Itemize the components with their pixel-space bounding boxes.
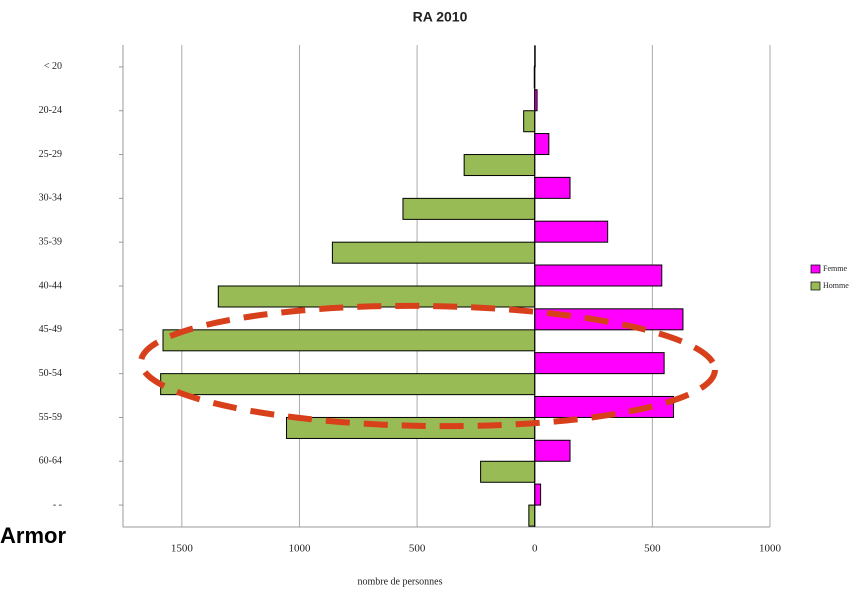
y-tick-label: - - — [53, 499, 62, 510]
bar — [331, 241, 536, 264]
y-tick-label: 55-59 — [39, 412, 62, 423]
y-tick-label: 60-64 — [39, 456, 62, 467]
bar — [534, 439, 571, 462]
bar — [523, 110, 536, 133]
legend-swatch — [810, 264, 821, 274]
legend-label: Homme — [823, 281, 849, 290]
x-tick-label: 0 — [532, 543, 538, 555]
bar — [463, 154, 536, 177]
y-tick-label: 20-24 — [39, 105, 62, 116]
bar — [402, 197, 536, 220]
x-tick-label: 500 — [409, 543, 426, 555]
bar — [534, 264, 663, 287]
bar — [162, 329, 536, 352]
bar — [534, 352, 665, 375]
annotation-ellipse — [138, 302, 718, 430]
y-tick-label: < 20 — [44, 61, 62, 72]
chart-title: RA 2010 — [413, 9, 468, 25]
x-tick-label: 1000 — [759, 543, 782, 555]
bar — [534, 176, 571, 199]
bar — [528, 504, 536, 527]
x-tick-label: 1000 — [288, 543, 311, 555]
bar — [534, 483, 542, 506]
x-tick-label: 1500 — [171, 543, 194, 555]
y-tick-label: 45-49 — [39, 324, 62, 335]
y-tick-label: 30-34 — [39, 193, 62, 204]
bar — [480, 460, 536, 483]
y-tick-label: 40-44 — [39, 280, 62, 291]
legend-label: Femme — [823, 264, 847, 273]
bar — [534, 133, 550, 156]
y-tick-label: 25-29 — [39, 149, 62, 160]
y-tick-label: 35-39 — [39, 236, 62, 247]
y-tick-label: 50-54 — [39, 368, 62, 379]
x-tick-label: 500 — [644, 543, 661, 555]
bar — [160, 373, 536, 396]
overlay-text: Armor — [0, 523, 66, 548]
legend-swatch — [810, 281, 821, 291]
x-axis-label: nombre de personnes — [358, 576, 443, 587]
bar — [534, 220, 609, 243]
